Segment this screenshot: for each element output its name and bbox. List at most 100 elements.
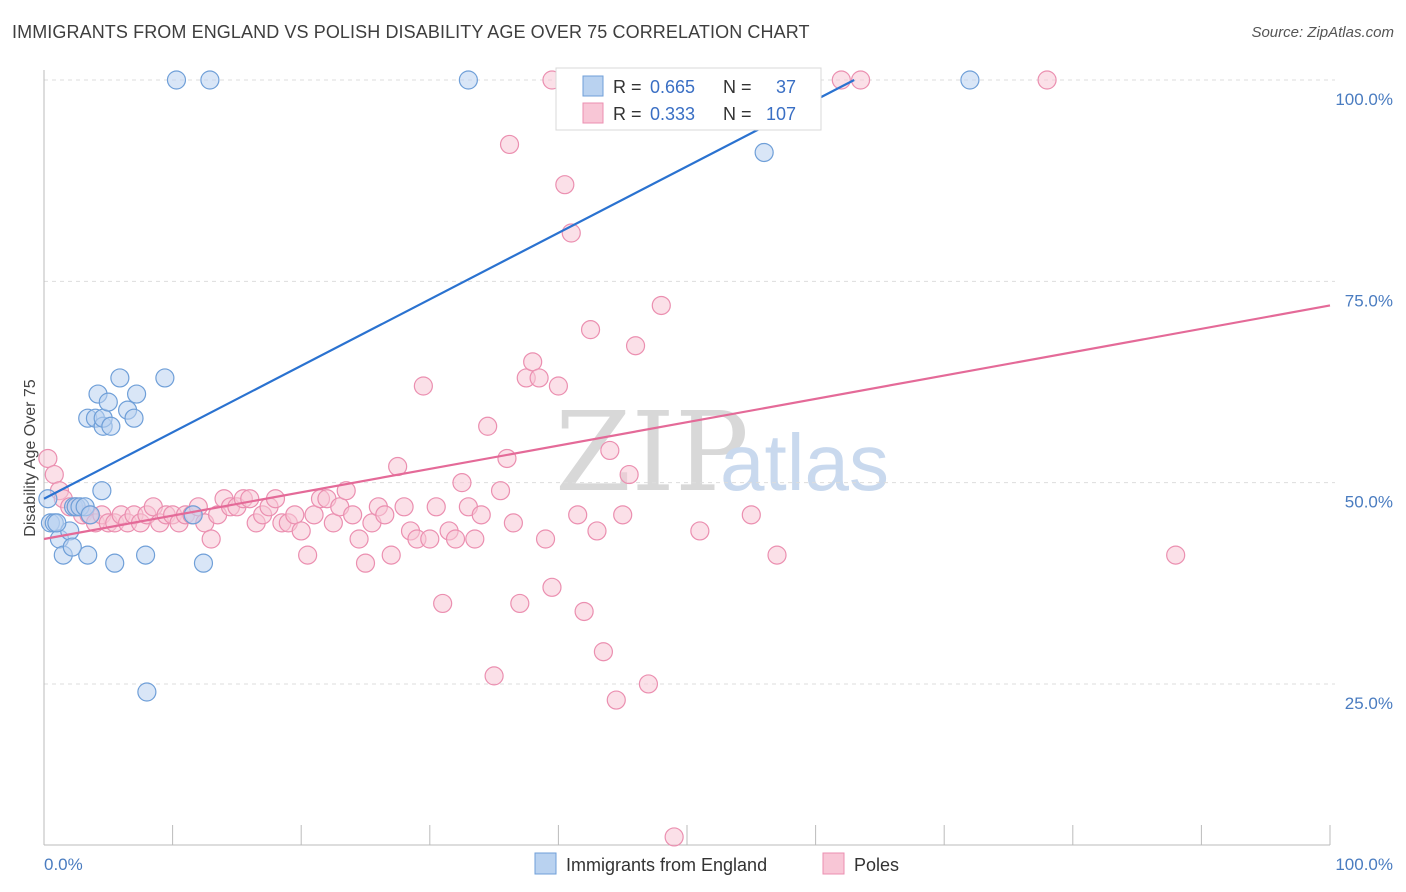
poles-point-90 <box>613 505 633 525</box>
poles-point-78 <box>535 529 556 549</box>
watermark-zip: ZIP <box>555 388 749 516</box>
england-point-32 <box>458 70 478 90</box>
bottom-legend: Immigrants from England Poles <box>534 852 899 875</box>
y-tick-label-100: 100.0% <box>1335 90 1393 109</box>
poles-point-94 <box>651 295 671 316</box>
y-tick-labels: 25.0% 50.0% 75.0% 100.0% <box>1335 90 1393 713</box>
poles-point-93 <box>638 674 659 694</box>
bottom-legend-label-poles: Poles <box>854 855 899 875</box>
england-point-23 <box>124 408 144 428</box>
trend-line-england <box>43 79 855 500</box>
chart-source: Source: ZipAtlas.com <box>1251 24 1394 41</box>
england-point-36 <box>62 537 82 557</box>
england-point-10 <box>78 545 98 565</box>
england-point-35 <box>47 513 67 533</box>
series-poles-points <box>38 70 1186 847</box>
poles-point-87 <box>593 642 614 662</box>
poles-point-64 <box>445 529 466 549</box>
poles-point-91 <box>619 464 639 485</box>
poles-point-60 <box>420 529 440 549</box>
poles-point-86 <box>587 521 607 541</box>
legend-n-label-england: N = <box>723 77 752 97</box>
england-point-25 <box>135 545 156 565</box>
poles-point-41 <box>298 545 318 565</box>
poles-point-95 <box>664 827 684 847</box>
poles-point-106 <box>1166 545 1186 565</box>
y-tick-label-75: 75.0% <box>1345 291 1393 310</box>
poles-point-84 <box>574 601 594 622</box>
poles-point-104 <box>851 70 871 90</box>
poles-point-99 <box>499 134 520 155</box>
x-tick-label-min: 0.0% <box>44 855 83 874</box>
poles-point-50 <box>355 553 376 573</box>
poles-point-70 <box>484 666 504 686</box>
trend-line-poles <box>43 304 1331 541</box>
legend-swatch-england <box>582 75 604 97</box>
england-point-26 <box>137 682 157 702</box>
legend-n-value-poles: 107 <box>766 104 796 124</box>
england-point-20 <box>105 553 125 573</box>
poles-point-26 <box>201 529 221 549</box>
chart-title: IMMIGRANTS FROM ENGLAND VS POLISH DISABI… <box>12 22 810 42</box>
england-point-31 <box>200 70 220 90</box>
england-point-34 <box>960 70 980 90</box>
legend-r-label-england: R = <box>613 77 642 97</box>
poles-point-40 <box>291 521 311 541</box>
poles-point-62 <box>433 593 453 614</box>
poles-point-81 <box>555 175 575 195</box>
poles-point-97 <box>741 505 761 525</box>
legend-r-value-england: 0.665 <box>650 77 695 97</box>
england-point-19 <box>101 416 121 436</box>
series-england-points <box>38 70 980 702</box>
england-point-21 <box>110 368 130 388</box>
bottom-legend-swatch-england <box>534 852 557 875</box>
bottom-legend-label-england: Immigrants from England <box>566 855 767 875</box>
legend-n-value-england: 37 <box>776 77 796 97</box>
poles-point-42 <box>304 505 324 525</box>
england-point-18 <box>98 392 118 412</box>
poles-point-79 <box>542 577 562 597</box>
poles-point-65 <box>452 473 472 493</box>
top-legend: R = 0.665 N = 37 R = 0.333 N = 107 <box>555 67 822 131</box>
england-point-15 <box>92 481 112 501</box>
y-tick-label-50: 50.0% <box>1345 493 1393 512</box>
poles-point-85 <box>580 320 601 340</box>
england-point-28 <box>183 505 203 525</box>
poles-point-56 <box>394 497 414 517</box>
poles-point-32 <box>240 489 260 509</box>
poles-point-45 <box>323 513 343 533</box>
bottom-legend-swatch-poles <box>822 852 845 875</box>
poles-point-49 <box>349 529 369 549</box>
poles-point-71 <box>490 481 511 501</box>
poles-point-0 <box>38 448 58 469</box>
poles-point-98 <box>767 545 787 565</box>
england-point-11 <box>80 505 100 525</box>
england-point-30 <box>166 70 187 90</box>
england-point-24 <box>126 384 147 404</box>
gridlines <box>44 79 1335 685</box>
poles-point-54 <box>381 545 401 565</box>
england-point-27 <box>155 368 175 388</box>
poles-point-89 <box>606 690 626 710</box>
x-tick-label-max: 100.0% <box>1335 855 1393 874</box>
poles-point-69 <box>478 416 498 436</box>
england-point-33 <box>754 142 774 163</box>
legend-r-label-poles: R = <box>613 104 642 124</box>
poles-point-83 <box>568 505 588 525</box>
poles-point-88 <box>600 440 620 461</box>
england-point-29 <box>193 553 214 573</box>
poles-point-59 <box>413 376 433 396</box>
poles-point-96 <box>690 521 710 541</box>
legend-n-label-poles: N = <box>723 104 752 124</box>
y-axis-label: Disability Age Over 75 <box>22 379 39 537</box>
x-ticks <box>43 825 1331 845</box>
poles-point-48 <box>343 505 363 525</box>
poles-point-68 <box>471 505 491 525</box>
legend-swatch-poles <box>582 102 604 124</box>
poles-point-80 <box>548 376 569 396</box>
poles-point-61 <box>426 497 446 517</box>
poles-point-53 <box>375 505 395 525</box>
poles-point-77 <box>529 368 549 388</box>
poles-point-76 <box>523 352 543 372</box>
